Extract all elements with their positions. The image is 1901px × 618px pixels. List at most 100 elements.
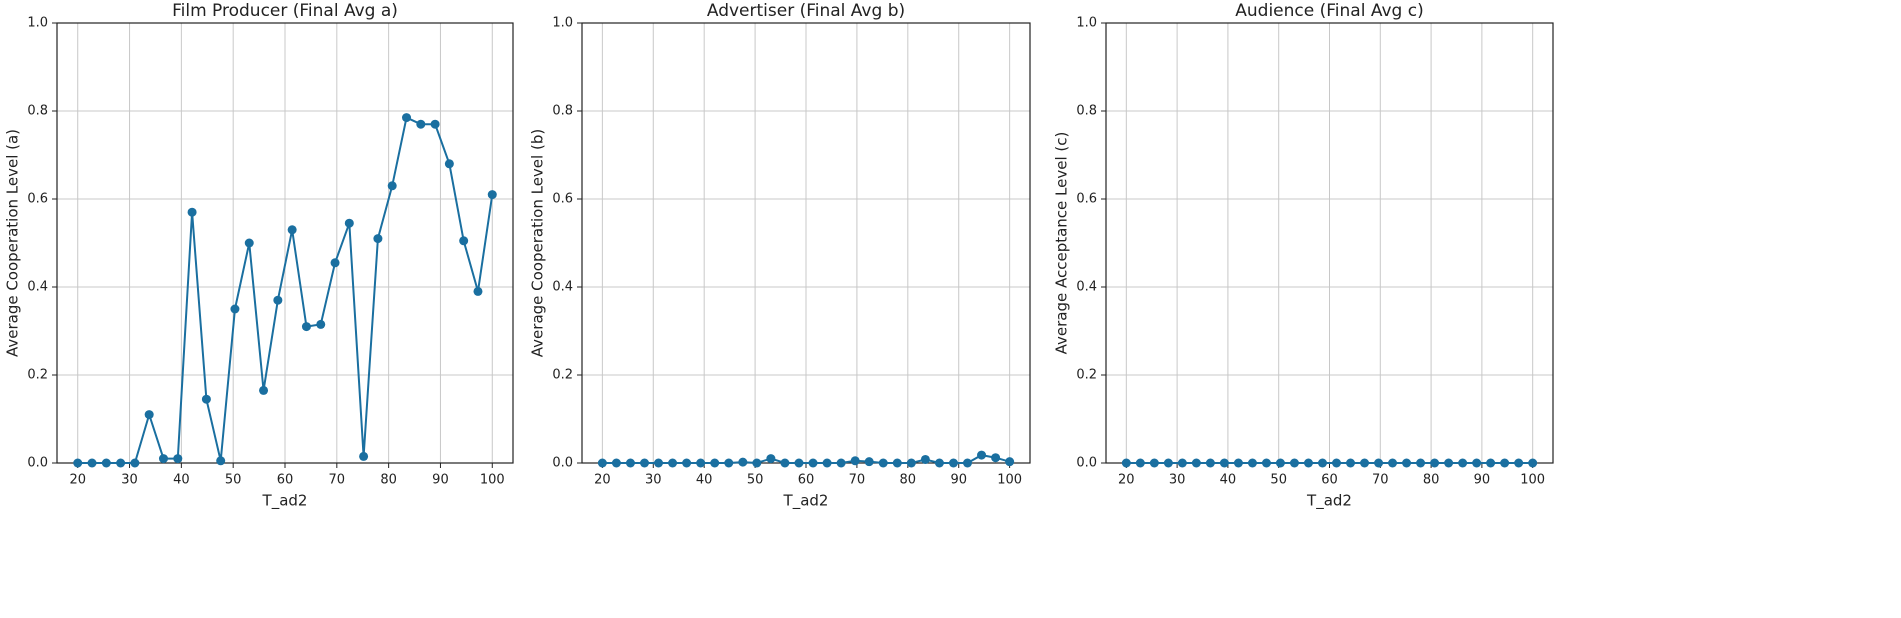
data-point bbox=[87, 458, 97, 468]
data-point bbox=[1219, 458, 1229, 468]
data-point bbox=[1360, 458, 1370, 468]
data-point bbox=[1430, 458, 1440, 468]
y-tick-label: 1.0 bbox=[552, 16, 573, 31]
data-point bbox=[696, 458, 706, 468]
data-point bbox=[316, 319, 326, 329]
x-tick-label: 20 bbox=[69, 473, 86, 488]
x-tick-label: 20 bbox=[594, 473, 611, 488]
data-point bbox=[962, 458, 972, 468]
data-point bbox=[373, 234, 383, 244]
x-tick-label: 40 bbox=[1220, 473, 1237, 488]
data-point bbox=[487, 190, 497, 200]
data-point bbox=[130, 458, 140, 468]
data-point bbox=[780, 458, 790, 468]
y-tick-label: 0.4 bbox=[1076, 280, 1097, 295]
data-point bbox=[1402, 458, 1412, 468]
y-tick-label: 1.0 bbox=[1076, 16, 1097, 31]
x-tick-label: 30 bbox=[645, 473, 662, 488]
data-point bbox=[1005, 457, 1015, 467]
x-tick-label: 100 bbox=[1520, 473, 1545, 488]
data-point bbox=[158, 454, 168, 464]
data-point bbox=[116, 458, 126, 468]
data-point bbox=[101, 458, 111, 468]
data-point bbox=[473, 286, 483, 296]
x-tick-label: 50 bbox=[747, 473, 764, 488]
data-point bbox=[1416, 458, 1426, 468]
data-point bbox=[273, 295, 283, 305]
data-point bbox=[1191, 458, 1201, 468]
data-point bbox=[611, 458, 621, 468]
data-point bbox=[359, 451, 369, 461]
data-point bbox=[1458, 458, 1468, 468]
data-point bbox=[387, 181, 397, 191]
x-tick-label: 60 bbox=[1321, 473, 1338, 488]
data-point bbox=[597, 458, 607, 468]
data-point bbox=[1528, 458, 1538, 468]
y-tick-label: 0.4 bbox=[552, 280, 573, 295]
data-point bbox=[682, 458, 692, 468]
data-point bbox=[766, 454, 776, 464]
data-point bbox=[836, 458, 846, 468]
data-point bbox=[878, 458, 888, 468]
y-axis-label: Average Cooperation Level (a) bbox=[4, 129, 22, 357]
data-point bbox=[977, 450, 987, 460]
data-point bbox=[1247, 458, 1257, 468]
data-point bbox=[738, 457, 748, 467]
x-tick-label: 90 bbox=[950, 473, 967, 488]
data-point bbox=[73, 458, 83, 468]
data-point bbox=[864, 457, 874, 467]
data-point bbox=[1261, 458, 1271, 468]
x-tick-label: 70 bbox=[329, 473, 346, 488]
data-point bbox=[654, 458, 664, 468]
y-tick-label: 0.8 bbox=[1076, 104, 1097, 119]
data-point bbox=[402, 113, 412, 123]
data-point bbox=[1472, 458, 1482, 468]
data-point bbox=[287, 225, 297, 235]
x-tick-label: 100 bbox=[480, 473, 505, 488]
y-axis-label: Average Cooperation Level (b) bbox=[529, 129, 547, 357]
data-point bbox=[906, 458, 916, 468]
y-tick-label: 0.6 bbox=[552, 192, 573, 207]
x-tick-label: 30 bbox=[121, 473, 138, 488]
x-axis-label: T_ad2 bbox=[262, 492, 308, 511]
x-tick-label: 60 bbox=[277, 473, 294, 488]
data-point bbox=[1121, 458, 1131, 468]
data-point bbox=[625, 458, 635, 468]
data-point bbox=[1317, 458, 1327, 468]
data-point bbox=[808, 458, 818, 468]
y-tick-label: 0.2 bbox=[27, 368, 48, 383]
data-point bbox=[1289, 458, 1299, 468]
data-point bbox=[144, 410, 154, 420]
data-point bbox=[1303, 458, 1313, 468]
data-point bbox=[330, 258, 340, 268]
data-point bbox=[1135, 458, 1145, 468]
data-point bbox=[1444, 458, 1454, 468]
data-point bbox=[1486, 458, 1496, 468]
x-tick-label: 90 bbox=[432, 473, 449, 488]
y-axis-label: Average Acceptance Level (c) bbox=[1053, 132, 1071, 355]
data-point bbox=[344, 218, 354, 228]
x-tick-label: 60 bbox=[798, 473, 815, 488]
y-tick-label: 0.6 bbox=[1076, 192, 1097, 207]
y-tick-label: 0.2 bbox=[552, 368, 573, 383]
data-point bbox=[991, 453, 1001, 463]
data-point bbox=[822, 458, 832, 468]
data-point bbox=[1233, 458, 1243, 468]
data-point bbox=[301, 322, 311, 332]
data-point bbox=[1332, 458, 1342, 468]
y-tick-label: 0.8 bbox=[552, 104, 573, 119]
data-point bbox=[724, 458, 734, 468]
x-tick-label: 50 bbox=[225, 473, 242, 488]
x-tick-label: 80 bbox=[380, 473, 397, 488]
x-tick-label: 90 bbox=[1474, 473, 1491, 488]
data-point bbox=[230, 304, 240, 314]
data-point bbox=[668, 458, 678, 468]
data-point bbox=[892, 458, 902, 468]
y-tick-label: 0.0 bbox=[27, 456, 48, 471]
y-tick-label: 1.0 bbox=[27, 16, 48, 31]
data-point bbox=[201, 394, 211, 404]
y-tick-label: 0.0 bbox=[1076, 456, 1097, 471]
data-point bbox=[948, 458, 958, 468]
x-tick-label: 70 bbox=[849, 473, 866, 488]
